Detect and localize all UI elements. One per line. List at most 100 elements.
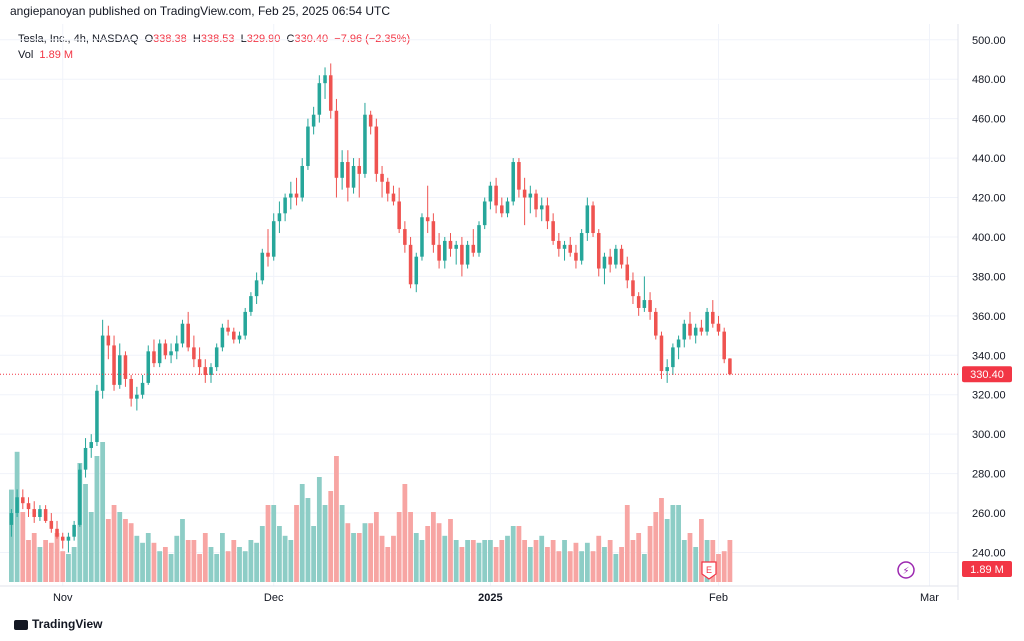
- candle-body: [249, 296, 253, 312]
- candle-body: [15, 497, 19, 514]
- price-tick-label: 420.00: [972, 193, 1006, 205]
- candle-body: [89, 442, 94, 448]
- volume-bar: [698, 519, 704, 582]
- volume-bar: [345, 523, 351, 582]
- candle-body: [693, 327, 698, 336]
- volume-bar: [48, 542, 54, 582]
- candle-body: [408, 244, 413, 285]
- candle-body: [294, 193, 299, 198]
- candle-body: [619, 248, 624, 265]
- volume-bar: [573, 542, 579, 582]
- volume-bar: [619, 547, 624, 582]
- volume-bar: [299, 484, 305, 582]
- earnings-marker-icon[interactable]: E: [701, 561, 717, 580]
- price-axis[interactable]: 240.00 260.00 280.00 300.00 320.00 340.00 360.…: [972, 35, 1006, 560]
- candle-body: [557, 240, 561, 249]
- low-label: L: [240, 33, 247, 45]
- candle-body: [636, 296, 641, 308]
- volume-bar: [237, 547, 242, 582]
- volume-bar: [721, 551, 727, 582]
- candle-body: [534, 193, 538, 210]
- candle-body: [100, 335, 105, 391]
- candle-body: [260, 252, 265, 281]
- time-tick-label: Mar: [920, 592, 939, 604]
- candle-body: [431, 221, 436, 245]
- candle-body: [43, 509, 48, 521]
- candle-body: [505, 201, 510, 214]
- candle-body: [654, 311, 658, 336]
- time-axis[interactable]: Nov Dec 2025 Feb Mar: [53, 592, 939, 604]
- volume-bar: [579, 551, 585, 582]
- volume-bar: [453, 540, 459, 582]
- volume-bar: [66, 554, 71, 582]
- volume-bar: [465, 540, 470, 582]
- candle-body: [671, 347, 675, 368]
- volume-bar: [305, 498, 311, 582]
- candle-body: [289, 193, 293, 198]
- candle-body: [214, 347, 219, 368]
- volume-bar: [516, 526, 522, 582]
- candle-body: [300, 165, 304, 198]
- candle-body: [323, 75, 327, 84]
- volume-bar: [339, 505, 345, 582]
- volume-bar: [282, 535, 288, 582]
- candle-body: [346, 162, 350, 188]
- volume-bar: [505, 535, 510, 582]
- candle-body: [351, 165, 356, 188]
- candle-body: [403, 229, 407, 245]
- candle-body: [722, 331, 726, 360]
- candle-body: [602, 256, 607, 269]
- volume-bar: [294, 505, 299, 582]
- candle-body: [614, 248, 618, 265]
- price-tick-label: 460.00: [972, 114, 1006, 126]
- volume-bar: [425, 526, 431, 582]
- volume-bar: [476, 542, 482, 582]
- volume-bar: [539, 535, 545, 582]
- candle-body: [197, 359, 202, 368]
- candle-body: [140, 382, 145, 395]
- price-tick-label: 340.00: [972, 350, 1006, 362]
- candle-body: [676, 339, 681, 348]
- volume-bar: [265, 505, 271, 582]
- candle-body: [568, 244, 573, 253]
- volume-bar: [391, 535, 396, 582]
- last-price-badge: 330.40: [962, 366, 1012, 383]
- candle-body: [254, 280, 259, 297]
- volume-bar: [613, 554, 619, 582]
- volume-bar: [322, 505, 328, 582]
- candle-body: [72, 524, 76, 537]
- candle-body: [277, 213, 282, 222]
- price-candles: [9, 63, 732, 553]
- price-tick-label: 320.00: [972, 390, 1006, 402]
- volume-bar: [482, 540, 488, 582]
- dividend-lightning-icon[interactable]: ⚡: [897, 561, 915, 579]
- volume-bar: [140, 542, 145, 582]
- volume-bar: [653, 512, 659, 582]
- candle-body: [608, 256, 612, 265]
- candle-body: [562, 244, 567, 249]
- candle-body: [237, 335, 242, 340]
- volume-bar: [664, 519, 670, 582]
- volume-bar: [197, 554, 202, 582]
- volume-bar: [43, 540, 49, 582]
- candle-body: [517, 162, 521, 190]
- volume-bar: [351, 533, 356, 582]
- volume-legend: Vol 1.89 M: [18, 49, 73, 61]
- candle-body: [471, 244, 476, 253]
- volume-badge-text: 1.89 M: [970, 564, 1004, 576]
- grid-lines: [0, 24, 958, 586]
- tradingview-logo-icon: [14, 619, 28, 630]
- volume-bar: [145, 533, 151, 582]
- candle-body: [642, 300, 647, 308]
- candle-body: [494, 185, 498, 206]
- symbol-name[interactable]: Tesla, Inc., 4h, NASDAQ: [18, 33, 139, 45]
- volume-bar: [271, 505, 277, 582]
- candle-body: [500, 205, 504, 214]
- candle-body: [574, 252, 578, 261]
- candle-body: [243, 311, 247, 336]
- volume-value: 1.89 M: [39, 49, 74, 61]
- volume-bar: [202, 533, 208, 582]
- candle-body: [705, 311, 709, 332]
- candle-body: [226, 327, 230, 332]
